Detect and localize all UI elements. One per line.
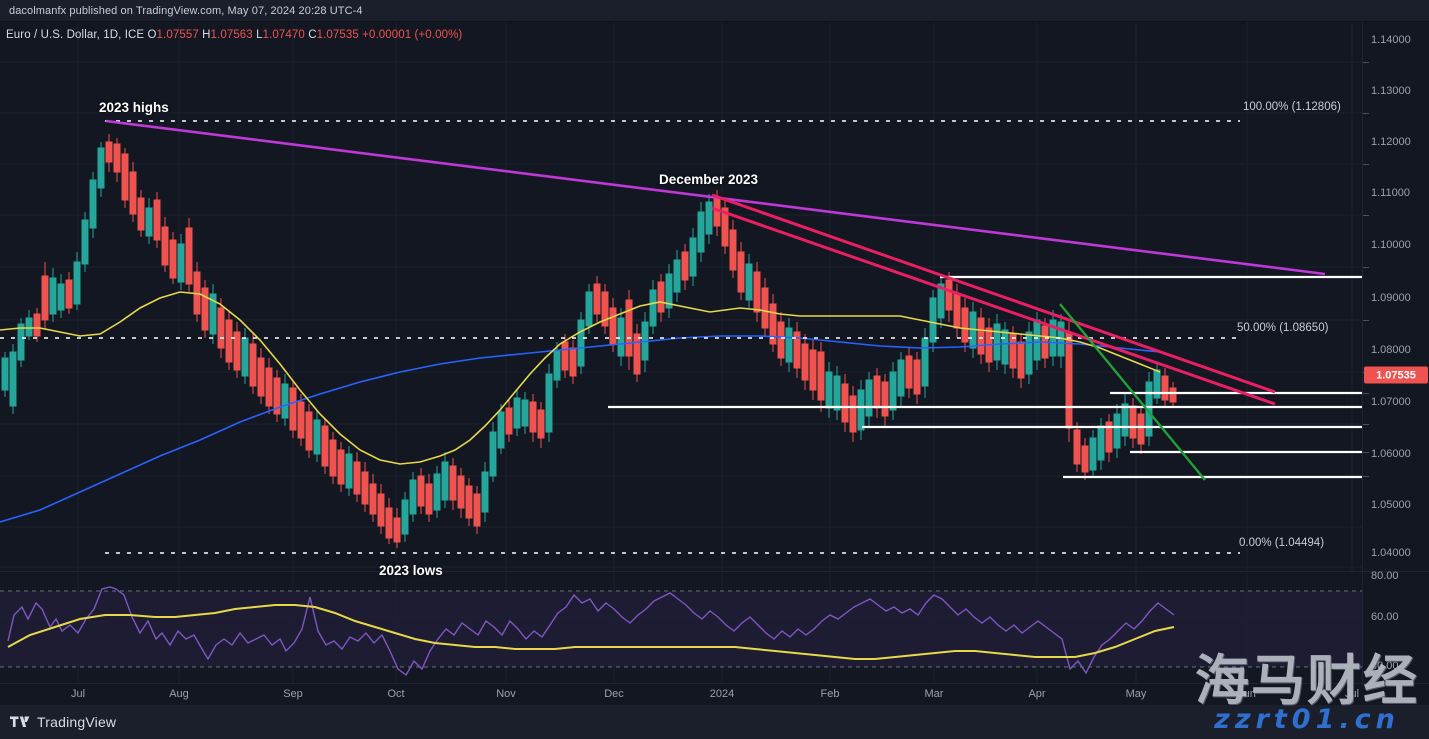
pane-separator[interactable] bbox=[0, 571, 1362, 572]
time-tick-label: Dec bbox=[604, 688, 624, 700]
legend-open-label: O bbox=[147, 29, 157, 41]
chart-legend[interactable]: Euro / U.S. Dollar, 1D, ICE O1.07557 H1.… bbox=[6, 29, 462, 41]
candlestick-series[interactable] bbox=[1, 134, 1177, 548]
time-tick-label: Jul bbox=[1344, 688, 1360, 700]
chart-frame[interactable]: 2023 highs December 2023 2023 lows 100.0… bbox=[0, 22, 1362, 705]
price-tickmark bbox=[1363, 267, 1369, 268]
time-tick-label: Mar bbox=[924, 688, 944, 700]
price-tickmark bbox=[1363, 393, 1369, 394]
price-tick-label: 1.10000 bbox=[1371, 239, 1411, 251]
time-tick-label: May bbox=[1125, 688, 1147, 700]
legend-close-label: C bbox=[308, 29, 317, 41]
price-grid bbox=[0, 22, 1362, 571]
tradingview-wordmark: TradingView bbox=[37, 714, 117, 730]
legend-change: +0.00001 (+0.00%) bbox=[362, 29, 463, 41]
trendline-green[interactable] bbox=[1059, 303, 1206, 481]
price-axis[interactable]: 1.14000 1.13000 1.12000 1.11000 1.10000 … bbox=[1362, 22, 1429, 705]
fib-label-0: 0.00% (1.04494) bbox=[1239, 537, 1325, 549]
price-tickmark bbox=[1363, 476, 1369, 477]
tradingview-logo[interactable]: TradingView bbox=[10, 714, 116, 730]
time-axis[interactable]: Jul Aug Sep Oct Nov Dec 2024 Feb Mar Apr… bbox=[0, 683, 1429, 705]
horizontal-levels[interactable] bbox=[608, 275, 1362, 479]
axis-divider bbox=[1363, 571, 1429, 572]
rsi-band-fill bbox=[0, 591, 1362, 667]
price-tick-label: 1.09000 bbox=[1371, 292, 1411, 304]
time-tick-label: Feb bbox=[820, 688, 840, 700]
fib-levels bbox=[0, 120, 1240, 554]
price-tickmark bbox=[1363, 113, 1369, 114]
legend-low-value: 1.07470 bbox=[262, 29, 305, 41]
time-tick-label: Nov bbox=[496, 688, 516, 700]
price-tick-label: 1.04000 bbox=[1371, 547, 1411, 559]
annotation-2023-lows: 2023 lows bbox=[379, 563, 443, 578]
price-pane[interactable] bbox=[0, 22, 1362, 571]
price-tick-label: 1.11000 bbox=[1371, 187, 1410, 199]
publisher-bar: dacolmanfx published on TradingView.com,… bbox=[0, 0, 1429, 22]
rsi-tick-label: 80.00 bbox=[1371, 570, 1399, 582]
annotation-2023-highs: 2023 highs bbox=[99, 100, 169, 115]
price-tickmark bbox=[1363, 62, 1369, 63]
price-tick-label: 1.08000 bbox=[1371, 344, 1411, 356]
time-tick-label: Jun bbox=[1238, 688, 1256, 700]
price-tickmark bbox=[1363, 320, 1369, 321]
time-tick-label: Sep bbox=[283, 688, 303, 700]
fib-label-100: 100.00% (1.12806) bbox=[1243, 101, 1341, 113]
rsi-pane[interactable] bbox=[0, 573, 1362, 683]
price-tick-label: 1.05000 bbox=[1371, 499, 1411, 511]
legend-high-label: H bbox=[202, 29, 211, 41]
annotation-december-2023: December 2023 bbox=[659, 172, 759, 187]
time-tick-label: Jul bbox=[70, 688, 86, 700]
price-tick-label: 1.06000 bbox=[1371, 448, 1411, 460]
ma-yellow-line bbox=[0, 291, 1161, 465]
price-tickmark bbox=[1363, 452, 1369, 453]
time-tick-label: Aug bbox=[169, 688, 189, 700]
trendline-crimson-lower[interactable] bbox=[711, 206, 1276, 406]
price-tickmark bbox=[1363, 424, 1369, 425]
legend-open-value: 1.07557 bbox=[156, 29, 199, 41]
current-price-badge[interactable]: 1.07535 bbox=[1364, 366, 1428, 384]
price-tick-label: 1.13000 bbox=[1371, 85, 1411, 97]
price-tick-label: 1.07000 bbox=[1371, 396, 1411, 408]
price-tick-label: 1.12000 bbox=[1371, 136, 1411, 148]
publisher-text: dacolmanfx published on TradingView.com,… bbox=[9, 4, 363, 17]
rsi-threshold-lines bbox=[0, 590, 1362, 668]
legend-close-value: 1.07535 bbox=[316, 29, 359, 41]
time-tick-label: 2024 bbox=[709, 688, 735, 700]
ma-blue-line bbox=[0, 335, 1161, 523]
bottom-bar: TradingView bbox=[0, 705, 1429, 739]
price-tickmark bbox=[1363, 164, 1369, 165]
time-tick-label: Oct bbox=[387, 688, 405, 700]
price-tickmark bbox=[1363, 215, 1369, 216]
rsi-ma-line bbox=[7, 604, 1175, 660]
price-tick-label: 1.14000 bbox=[1371, 34, 1411, 46]
rsi-tick-label: 60.00 bbox=[1371, 611, 1399, 623]
time-tick-label: Apr bbox=[1028, 688, 1046, 700]
legend-high-value: 1.07563 bbox=[210, 29, 253, 41]
trendline-crimson-upper[interactable] bbox=[711, 193, 1276, 394]
rsi-line bbox=[7, 586, 1175, 677]
fib-label-50: 50.00% (1.08650) bbox=[1237, 322, 1329, 334]
legend-low-label: L bbox=[256, 29, 263, 41]
rsi-tick-label: 40.00 bbox=[1371, 660, 1399, 672]
legend-symbol[interactable]: Euro / U.S. Dollar, 1D, ICE bbox=[6, 29, 145, 41]
tradingview-mark-icon bbox=[10, 716, 30, 727]
